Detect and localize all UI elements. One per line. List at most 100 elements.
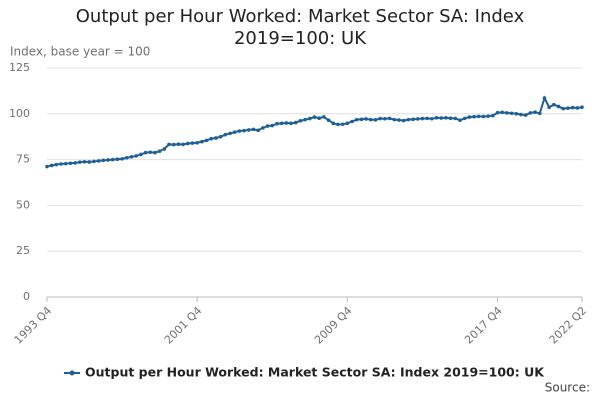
- data-point: [448, 116, 453, 120]
- data-point: [430, 116, 434, 121]
- data-point: [185, 141, 190, 146]
- data-point: [556, 104, 561, 109]
- data-point: [275, 121, 279, 126]
- data-point: [444, 116, 448, 120]
- data-point: [232, 130, 237, 134]
- data-point: [228, 131, 232, 136]
- data-point: [528, 111, 533, 115]
- data-point: [331, 121, 336, 126]
- legend-label: Output per Hour Worked: Market Sector SA…: [85, 365, 545, 380]
- data-point: [176, 142, 181, 147]
- data-point: [415, 117, 420, 121]
- data-point: [472, 114, 476, 119]
- x-tick-label: 2001 Q4: [162, 304, 205, 347]
- data-point: [148, 150, 153, 155]
- data-point: [195, 140, 199, 145]
- data-point: [129, 155, 134, 159]
- data-point: [491, 113, 495, 118]
- data-point: [139, 152, 143, 157]
- data-point: [519, 112, 523, 117]
- data-point: [523, 113, 528, 117]
- data-point: [101, 158, 106, 163]
- data-point: [68, 161, 73, 166]
- data-point: [190, 141, 195, 145]
- data-point: [467, 115, 472, 119]
- data-point: [279, 121, 284, 126]
- x-tick-label: 1993 Q4: [12, 304, 55, 347]
- data-point: [167, 142, 171, 147]
- data-point: [317, 116, 321, 120]
- data-point: [359, 117, 364, 122]
- legend-marker: [69, 370, 75, 376]
- data-point: [570, 105, 575, 110]
- data-point: [411, 117, 415, 122]
- data-point: [378, 116, 383, 121]
- data-point: [237, 129, 242, 133]
- data-point: [143, 150, 148, 155]
- data-point: [73, 161, 77, 165]
- data-point: [364, 117, 368, 121]
- data-point: [350, 119, 354, 124]
- data-point: [392, 117, 397, 122]
- data-point: [171, 142, 176, 147]
- data-point: [476, 114, 481, 119]
- y-tick-label: 125: [9, 61, 30, 74]
- data-point: [439, 116, 444, 120]
- data-point: [270, 123, 275, 128]
- data-point: [209, 136, 214, 141]
- data-point: [326, 118, 331, 123]
- data-point: [387, 116, 392, 121]
- y-tick-label: 100: [9, 107, 30, 120]
- data-point: [533, 110, 537, 114]
- data-point: [509, 111, 514, 116]
- data-point: [542, 96, 547, 100]
- data-point: [157, 149, 162, 153]
- data-point: [120, 157, 124, 161]
- data-point: [322, 115, 326, 119]
- data-point: [345, 121, 350, 126]
- data-point: [200, 139, 204, 144]
- y-tick-label: 25: [16, 244, 30, 257]
- data-point: [223, 132, 228, 137]
- data-point: [115, 157, 120, 162]
- data-point: [354, 117, 359, 122]
- source: Source:: [545, 381, 590, 395]
- data-point: [214, 136, 218, 140]
- data-point: [575, 106, 580, 110]
- data-point: [298, 118, 303, 123]
- data-point: [580, 105, 584, 110]
- data-point: [96, 159, 101, 163]
- data-point: [92, 159, 96, 164]
- data-point: [289, 121, 293, 126]
- data-point: [547, 105, 551, 110]
- data-point: [514, 112, 519, 116]
- data-point: [87, 160, 92, 164]
- data-point: [561, 106, 566, 111]
- data-point: [261, 126, 265, 130]
- x-tick-label: 2009 Q4: [312, 304, 355, 347]
- data-point: [303, 117, 307, 122]
- data-point: [45, 164, 49, 169]
- data-point: [246, 128, 251, 132]
- data-point: [481, 114, 486, 119]
- data-point: [162, 147, 167, 151]
- data-point: [462, 116, 467, 121]
- data-point: [486, 114, 490, 118]
- data-point: [383, 116, 387, 121]
- data-point: [308, 116, 312, 121]
- data-point: [82, 159, 87, 164]
- data-point: [500, 110, 505, 115]
- data-point: [63, 161, 68, 166]
- data-point: [284, 121, 289, 125]
- data-point: [181, 142, 185, 147]
- data-point: [434, 116, 439, 120]
- data-point: [505, 111, 509, 115]
- data-point: [312, 115, 317, 119]
- data-point: [110, 157, 115, 162]
- data-point: [537, 111, 542, 116]
- data-point: [458, 118, 462, 123]
- data-point: [218, 134, 223, 139]
- y-tick-label: 50: [16, 198, 30, 211]
